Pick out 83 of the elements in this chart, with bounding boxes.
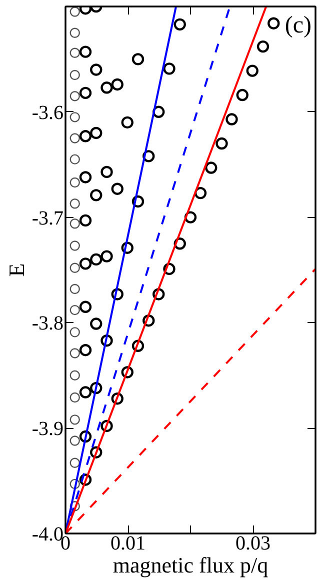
x-tick-label: 0.03 — [236, 532, 270, 554]
point — [70, 112, 80, 122]
point — [216, 137, 228, 150]
point — [174, 238, 186, 250]
point — [246, 64, 258, 77]
point — [111, 182, 124, 195]
point — [70, 6, 80, 17]
point — [142, 314, 155, 327]
point — [90, 446, 102, 458]
point — [70, 414, 80, 425]
point — [70, 304, 80, 316]
point — [70, 28, 80, 38]
point — [70, 70, 80, 80]
point — [256, 40, 270, 53]
point — [121, 242, 134, 254]
y-tick-label: -3.7 — [32, 207, 64, 230]
point — [132, 195, 144, 208]
point — [79, 474, 92, 486]
point — [79, 171, 92, 184]
point — [79, 258, 92, 270]
point — [70, 262, 80, 273]
annotation: (c) — [284, 12, 312, 38]
point — [70, 327, 80, 338]
point — [152, 288, 165, 300]
point — [79, 130, 92, 142]
point — [79, 214, 92, 227]
point — [70, 458, 80, 468]
point — [121, 366, 134, 378]
point — [70, 133, 80, 144]
point — [70, 240, 80, 251]
point — [90, 382, 102, 394]
point — [90, 189, 102, 202]
point — [79, 430, 92, 443]
point — [111, 78, 124, 91]
point — [70, 501, 80, 512]
point — [226, 113, 238, 126]
point — [70, 48, 80, 58]
point — [70, 177, 80, 188]
point — [132, 340, 144, 352]
point — [100, 420, 113, 432]
point — [70, 348, 80, 358]
point — [90, 126, 102, 140]
point — [100, 166, 113, 178]
point — [268, 17, 280, 30]
point — [100, 250, 113, 262]
x-tick-label: 0.01 — [110, 532, 146, 554]
point — [142, 150, 155, 162]
point — [70, 370, 80, 380]
y-tick-label: -3.6 — [32, 102, 64, 124]
point — [100, 82, 113, 94]
point — [205, 162, 218, 174]
point — [70, 91, 80, 102]
point — [163, 262, 176, 276]
point — [70, 154, 80, 164]
point — [236, 88, 248, 102]
point — [174, 18, 186, 31]
x-axis-title: magnetic flux p/q — [112, 552, 268, 578]
point — [79, 300, 92, 313]
point — [70, 218, 80, 229]
point — [70, 392, 80, 403]
point — [70, 284, 80, 294]
point — [152, 106, 165, 118]
point — [79, 344, 92, 356]
point — [90, 318, 102, 330]
point — [132, 53, 144, 66]
y-tick-label: -3.8 — [32, 312, 64, 335]
point — [79, 386, 92, 398]
point — [70, 478, 80, 490]
point — [184, 211, 197, 224]
y-tick-label: -3.9 — [32, 418, 64, 440]
point — [111, 392, 124, 405]
point — [90, 64, 102, 76]
point — [100, 334, 113, 347]
point — [70, 198, 80, 209]
y-axis-title: E — [4, 263, 29, 277]
point — [163, 62, 176, 75]
point — [79, 46, 92, 58]
point — [194, 186, 207, 200]
point — [111, 288, 124, 300]
point — [70, 436, 80, 446]
point — [121, 116, 134, 129]
point — [79, 86, 92, 100]
point — [90, 253, 102, 266]
